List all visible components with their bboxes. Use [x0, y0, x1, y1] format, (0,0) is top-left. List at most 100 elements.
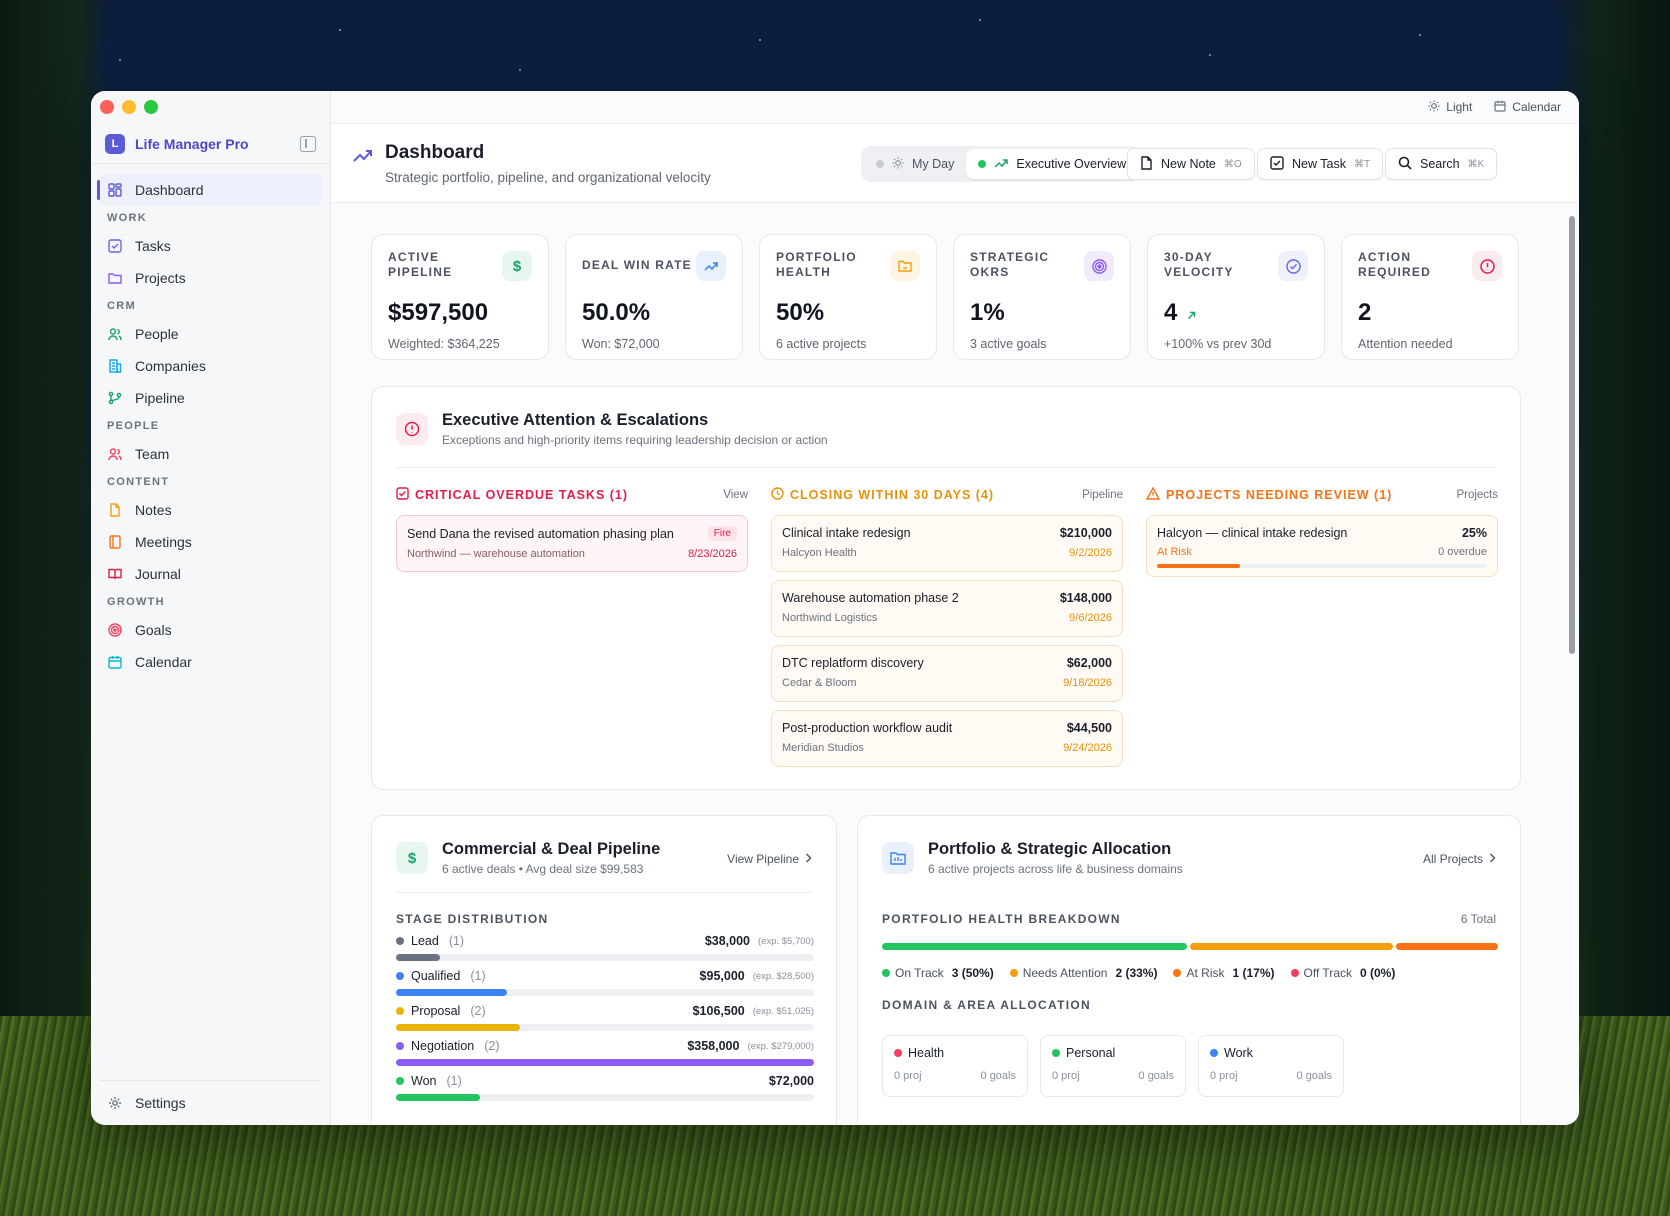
- calendar-icon: [1494, 100, 1506, 115]
- sidebar-collapse-icon[interactable]: [300, 136, 316, 152]
- alert-circle-icon: [396, 413, 428, 445]
- pipeline-stage[interactable]: Lead (1) $38,000 (exp. $5,700): [396, 934, 814, 961]
- health-stacked-bar: [882, 943, 1498, 950]
- sidebar-item-settings[interactable]: Settings: [99, 1087, 322, 1119]
- pipeline-link[interactable]: Pipeline: [1082, 489, 1123, 501]
- sidebar-item-companies[interactable]: Companies: [99, 350, 322, 382]
- view-pipeline-link[interactable]: View Pipeline: [727, 852, 812, 866]
- kpi-row: ACTIVE PIPELINE $ $597,500 Weighted: $364,2…: [371, 234, 1519, 360]
- kpi-card[interactable]: DEAL WIN RATE 50.0% Won: $72,000: [565, 234, 743, 360]
- portfolio-panel: Portfolio & Strategic Allocation 6 activ…: [857, 815, 1521, 1125]
- domain-card[interactable]: Personal 0 proj 0 goals: [1040, 1035, 1186, 1097]
- file-icon: [1140, 155, 1153, 173]
- gear-icon: [107, 1095, 123, 1111]
- new-note-button[interactable]: New Note ⌘O: [1127, 148, 1255, 180]
- sidebar-item-projects[interactable]: Projects: [99, 262, 322, 294]
- app-logo: L: [105, 134, 125, 154]
- shortcut-hint: ⌘O: [1223, 158, 1242, 170]
- sidebar-item-notes[interactable]: Notes: [99, 494, 322, 526]
- view-link[interactable]: View: [723, 489, 748, 501]
- deal-title: Clinical intake redesign: [782, 526, 911, 540]
- calendar-link[interactable]: Calendar: [1494, 100, 1561, 115]
- sidebar-item-people[interactable]: People: [99, 318, 322, 350]
- sidebar-item-calendar[interactable]: Calendar: [99, 646, 322, 678]
- sidebar-item-label: Goals: [135, 622, 172, 638]
- sidebar-item-label: Notes: [135, 502, 172, 518]
- panel-title: Commercial & Deal Pipeline: [442, 840, 661, 858]
- checkbox-icon: [396, 487, 409, 503]
- health-legend: On Track 3 (50%) Needs Attention 2 (33%) At …: [882, 966, 1395, 980]
- minimize-window-button[interactable]: [122, 100, 136, 114]
- tab-my-day[interactable]: My Day: [864, 149, 966, 179]
- all-projects-link[interactable]: All Projects: [1423, 852, 1496, 866]
- sidebar-item-dashboard[interactable]: Dashboard: [97, 174, 322, 206]
- app-name: Life Manager Pro: [135, 136, 249, 152]
- trend-up-icon: [994, 157, 1009, 171]
- sidebar-item-label: Meetings: [135, 534, 192, 550]
- pipeline-stage[interactable]: Won (1) $72,000: [396, 1074, 814, 1101]
- domain-goals: 0 goals: [980, 1070, 1016, 1082]
- zoom-window-button[interactable]: [144, 100, 158, 114]
- deal-company: Halcyon Health: [782, 547, 857, 559]
- status-badge: At Risk: [1157, 546, 1192, 558]
- closing-deal-item[interactable]: Warehouse automation phase 2 $148,000 Nort…: [771, 580, 1123, 637]
- close-date: 9/24/2026: [1063, 742, 1112, 754]
- sidebar-item-goals[interactable]: Goals: [99, 614, 322, 646]
- kpi-card[interactable]: PORTFOLIO HEALTH 50% 6 active projects: [759, 234, 937, 360]
- overdue-task-item[interactable]: Send Dana the revised automation phasing…: [396, 515, 748, 572]
- stage-dot: [396, 972, 404, 980]
- review-project-item[interactable]: Halcyon — clinical intake redesign 25% A…: [1146, 515, 1498, 577]
- kpi-card[interactable]: STRATEGIC OKRS 1% 3 active goals: [953, 234, 1131, 360]
- domain-card[interactable]: Work 0 proj 0 goals: [1198, 1035, 1344, 1097]
- kpi-value-text: $597,500: [388, 299, 489, 326]
- stage-label: Proposal: [411, 1004, 461, 1018]
- column-title: PROJECTS NEEDING REVIEW (1): [1145, 486, 1392, 503]
- stage-dot: [396, 937, 404, 945]
- projects-link[interactable]: Projects: [1456, 489, 1498, 501]
- stage-name: Negotiation (2): [396, 1039, 500, 1053]
- kpi-label: ACTIVE PIPELINE: [388, 250, 453, 279]
- stage-amount: $358,000: [687, 1039, 740, 1053]
- domain-goals: 0 goals: [1296, 1070, 1332, 1082]
- kpi-card[interactable]: 30-DAY VELOCITY 4 +100% vs prev 30d: [1147, 234, 1325, 360]
- domain-card[interactable]: Health 0 proj 0 goals: [882, 1035, 1028, 1097]
- sidebar-item-team[interactable]: Team: [99, 438, 322, 470]
- kpi-card[interactable]: ACTIVE PIPELINE $ $597,500 Weighted: $364,2…: [371, 234, 549, 360]
- sidebar-item-pipeline[interactable]: Pipeline: [99, 382, 322, 414]
- item-row: Meridian Studios 9/24/2026: [782, 742, 1112, 754]
- sidebar-item-meetings[interactable]: Meetings: [99, 526, 322, 558]
- closing-deal-item[interactable]: DTC replatform discovery $62,000 Cedar & B…: [771, 645, 1123, 702]
- button-label: New Task: [1292, 157, 1346, 171]
- deal-title: DTC replatform discovery: [782, 656, 924, 670]
- app-window: L Life Manager Pro Dashboard WORK Tasks: [91, 91, 1579, 1125]
- column-header: PROJECTS NEEDING REVIEW (1) Projects: [1145, 486, 1498, 503]
- closing-deal-item[interactable]: Post-production workflow audit $44,500 Mer…: [771, 710, 1123, 767]
- alert-circle-icon: [1472, 251, 1502, 281]
- sidebar-item-tasks[interactable]: Tasks: [99, 230, 322, 262]
- link-label: View Pipeline: [727, 852, 799, 866]
- nav-section-growth: GROWTH: [107, 596, 165, 608]
- panel-title: Portfolio & Strategic Allocation: [928, 840, 1172, 858]
- column-title: CLOSING WITHIN 30 DAYS (4): [771, 487, 994, 503]
- view-switcher: My Day Executive Overview: [861, 146, 1142, 182]
- page-subtitle: Strategic portfolio, pipeline, and organ…: [385, 169, 711, 185]
- new-task-button[interactable]: New Task ⌘T: [1257, 148, 1384, 180]
- pipeline-stage[interactable]: Negotiation (2) $358,000 (exp. $279,000): [396, 1039, 814, 1066]
- stage-row: Won (1) $72,000: [396, 1074, 814, 1088]
- vertical-scrollbar[interactable]: [1569, 216, 1575, 654]
- theme-toggle[interactable]: Light: [1428, 100, 1472, 115]
- stage-expected: (exp. $5,700): [758, 935, 814, 947]
- sidebar-item-journal[interactable]: Journal: [99, 558, 322, 590]
- kpi-card[interactable]: ACTION REQUIRED 2 Attention needed: [1341, 234, 1519, 360]
- target-icon: [1084, 251, 1114, 281]
- tab-executive-overview[interactable]: Executive Overview: [966, 149, 1139, 179]
- closing-deal-item[interactable]: Clinical intake redesign $210,000 Halcyon …: [771, 515, 1123, 572]
- close-window-button[interactable]: [100, 100, 114, 114]
- health-segment: [1396, 943, 1498, 950]
- panel-subtitle: Exceptions and high-priority items requi…: [442, 433, 828, 447]
- status-dot: [978, 160, 987, 168]
- search-button[interactable]: Search ⌘K: [1385, 148, 1498, 180]
- clock-icon: [771, 487, 784, 503]
- pipeline-stage[interactable]: Proposal (2) $106,500 (exp. $51,025): [396, 1004, 814, 1031]
- pipeline-stage[interactable]: Qualified (1) $95,000 (exp. $28,500): [396, 969, 814, 996]
